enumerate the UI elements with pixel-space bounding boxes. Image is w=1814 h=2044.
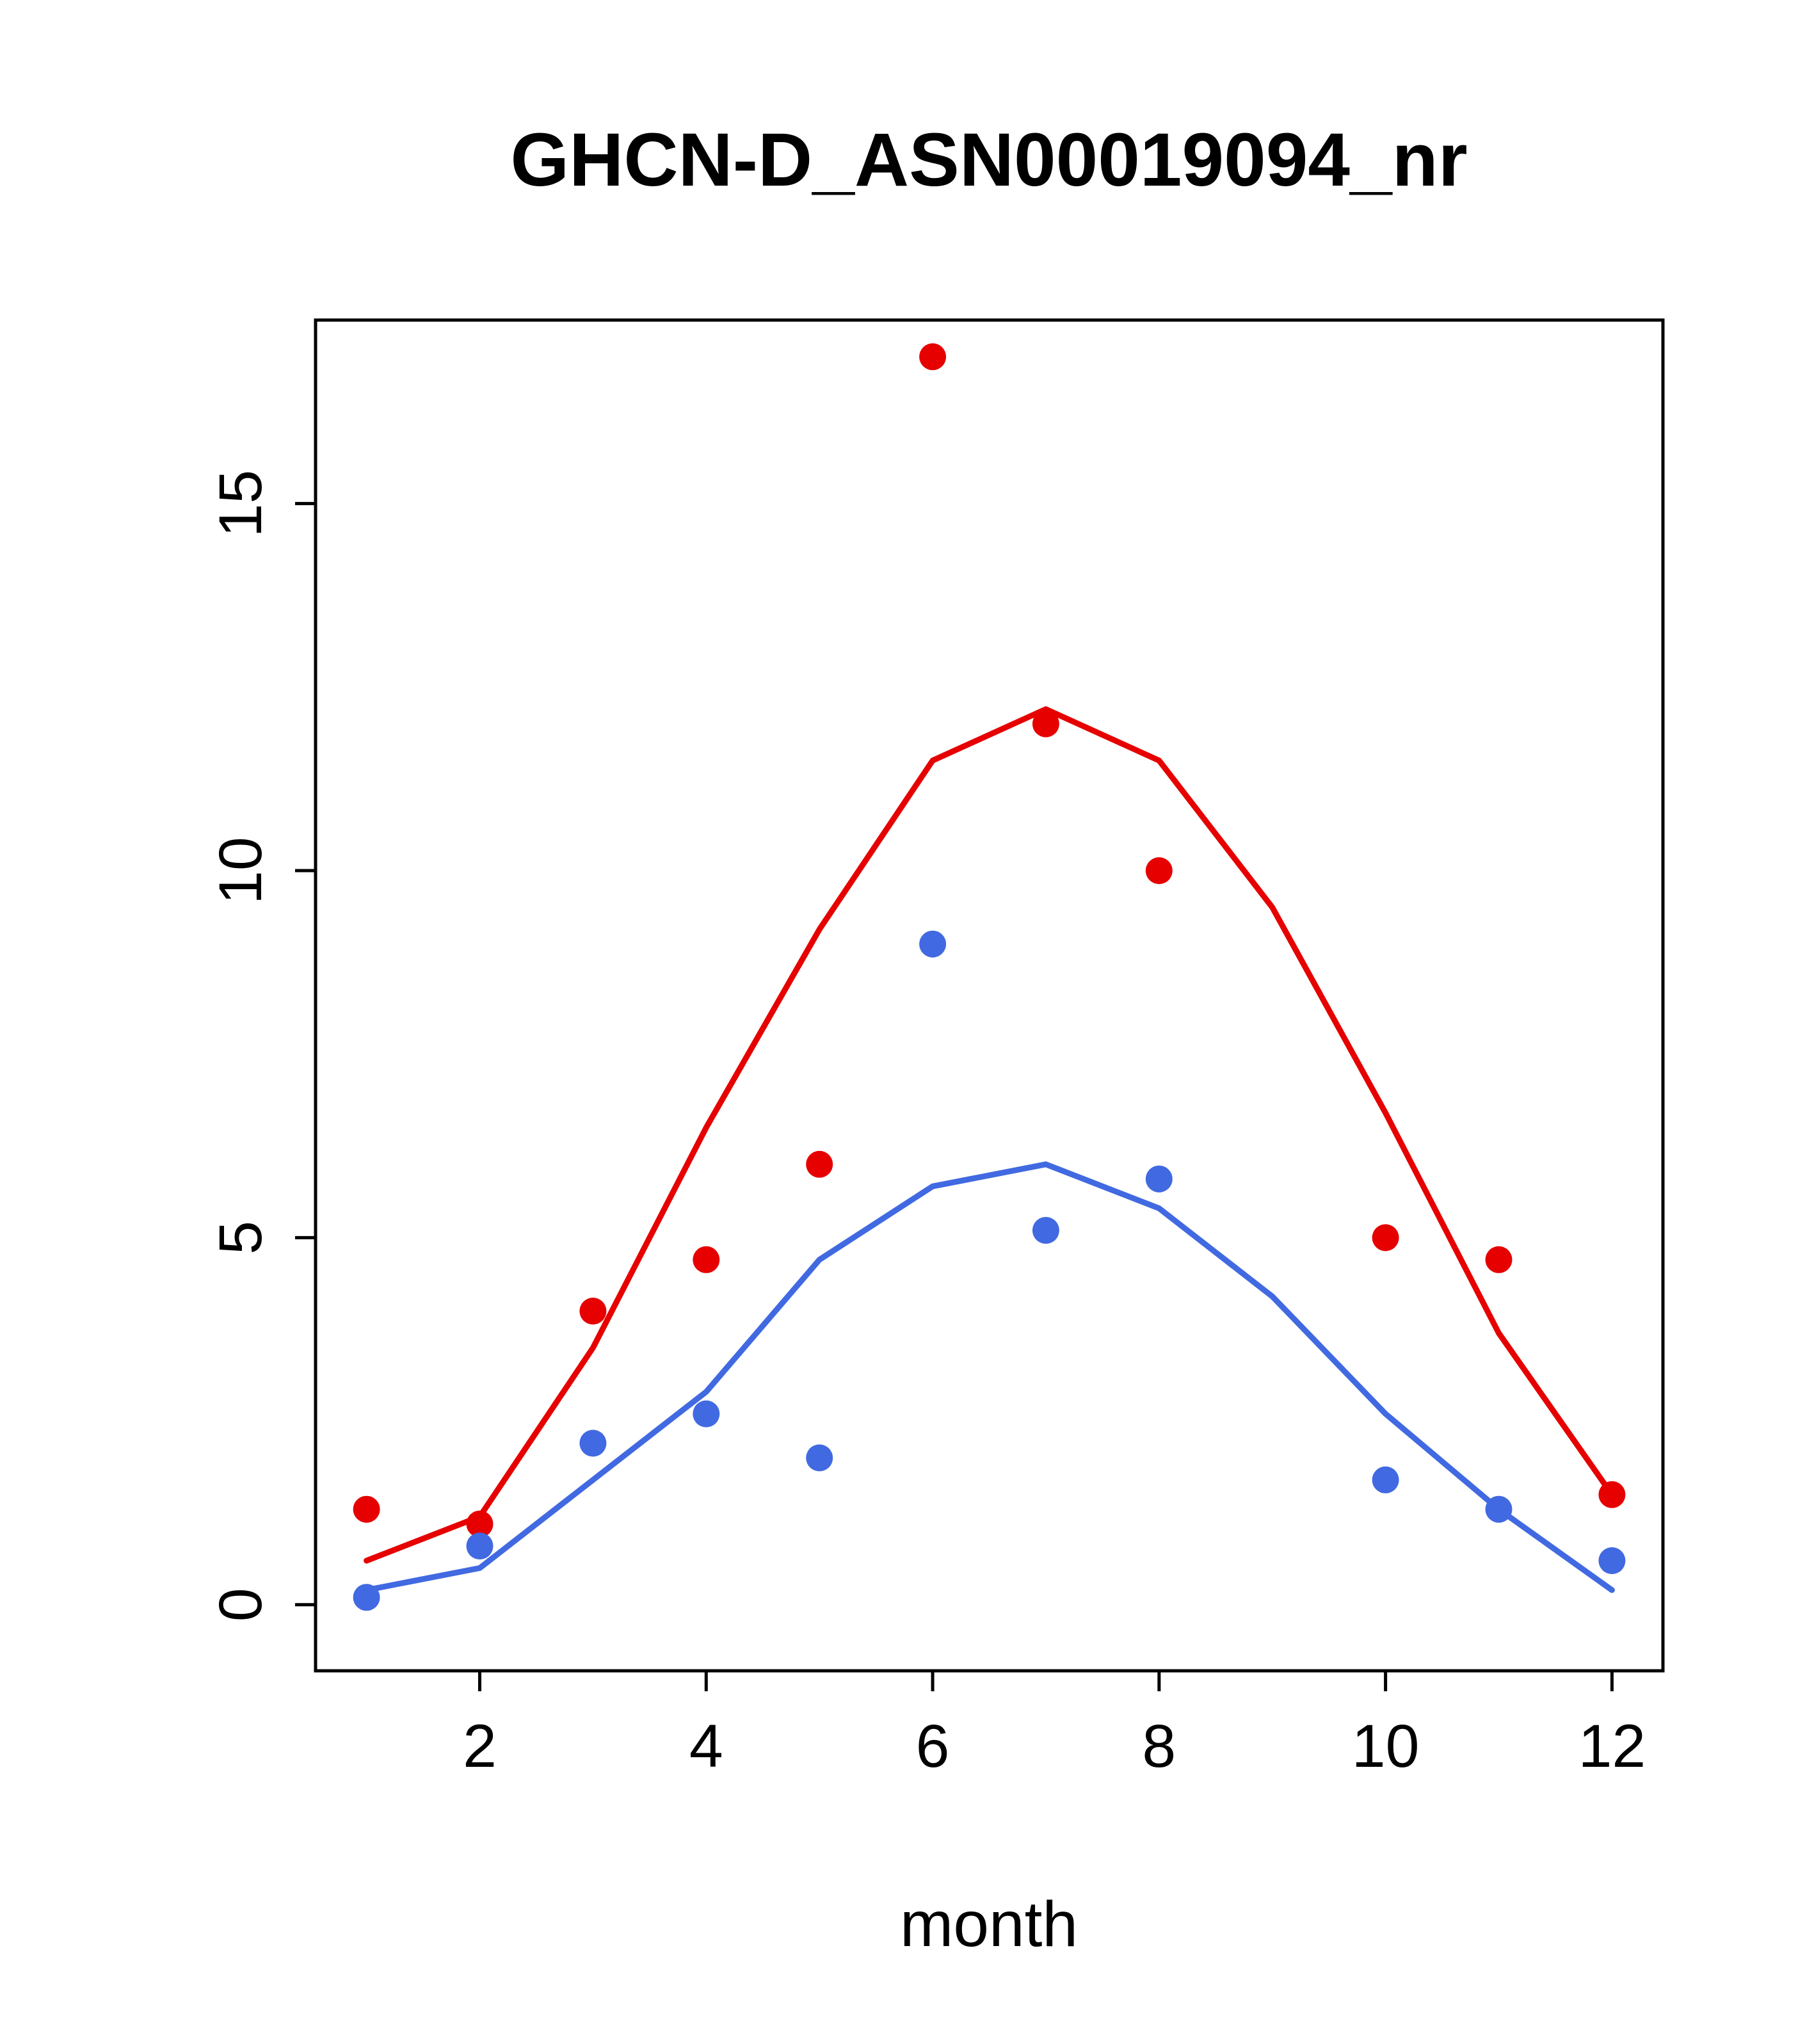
blue-points-point [579,1429,607,1457]
x-tick-label: 6 [916,1712,950,1780]
plot-box [314,318,1665,1673]
red-points-point [1485,1246,1513,1273]
red-points-point [1598,1481,1626,1508]
x-tick-label: 2 [463,1712,497,1780]
blue-points-point [1598,1547,1626,1574]
blue-points-point [1485,1495,1513,1523]
blue-points-point [1372,1466,1399,1493]
blue-points-point [1032,1217,1059,1244]
blue-points-point [919,930,947,958]
red-points-point [353,1495,380,1523]
x-tick-label: 8 [1142,1712,1176,1780]
x-tick-label: 12 [1578,1712,1646,1780]
red-points-point [919,343,947,371]
blue-points-point [693,1400,720,1428]
x-tick-label: 4 [689,1712,723,1780]
blue-points-point [1145,1165,1173,1193]
y-tick-label: 5 [207,1221,275,1255]
red-points-point [693,1246,720,1273]
blue-line [364,1161,1615,1593]
red-line [364,706,1615,1564]
plot-area: 2 4 6 8 10 12 0 5 10 15 [207,318,1665,1780]
red-points-point [806,1150,833,1178]
x-axis-label: month [900,1888,1078,1960]
y-tick-label: 0 [207,1588,275,1622]
red-points-point [1145,857,1173,885]
blue-points-point [466,1533,494,1560]
x-tick-label: 10 [1352,1712,1420,1780]
blue-points-point [353,1584,380,1611]
red-points-point [1372,1224,1399,1251]
blue-points-point [806,1444,833,1472]
red-points-point [1032,710,1059,737]
y-tick-label: 10 [207,837,275,905]
red-points-point [466,1510,494,1538]
y-tick-label: 15 [207,470,275,538]
chart-title: GHCN-D_ASN00019094_nr [510,118,1467,202]
red-points-point [579,1298,607,1325]
